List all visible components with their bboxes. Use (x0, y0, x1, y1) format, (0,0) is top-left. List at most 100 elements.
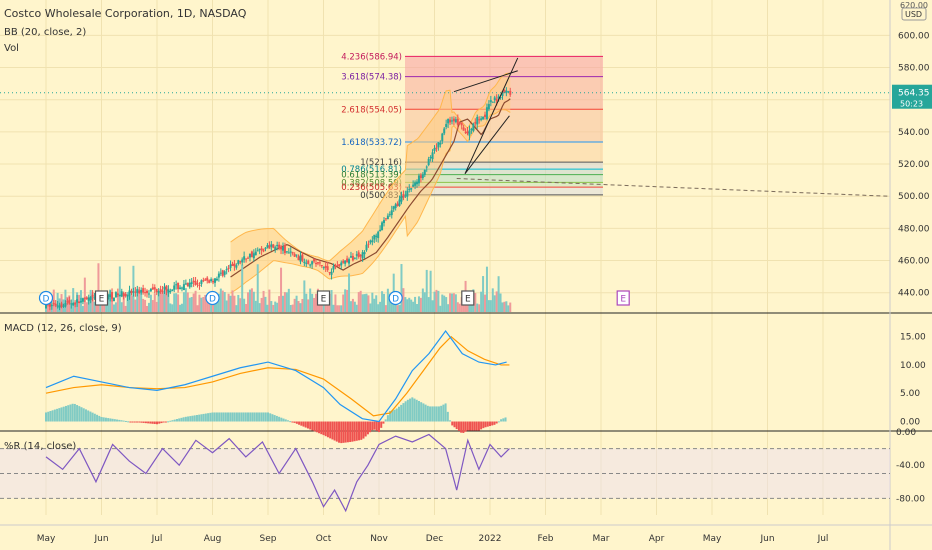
macd-histogram-bar (160, 421, 163, 424)
candle-body (342, 260, 345, 263)
candle-body (375, 235, 378, 238)
candle-body (196, 283, 199, 285)
candle-body (313, 259, 316, 262)
volume-bar (318, 299, 321, 312)
macd-histogram-bar (406, 399, 409, 422)
macd-histogram-bar (124, 420, 127, 422)
macd-histogram-bar (251, 412, 254, 422)
macd-label[interactable]: MACD (12, 26, close, 9) (4, 323, 122, 334)
candle-body (466, 131, 469, 134)
macd-histogram-bar (260, 412, 263, 422)
wr-label[interactable]: %R (14, close) (4, 441, 76, 452)
volume-bar (182, 292, 185, 312)
time-tick-label: May (37, 534, 56, 544)
macd-histogram-bar (384, 419, 387, 422)
macd-histogram-bar (200, 414, 203, 422)
macd-histogram-bar (169, 420, 172, 422)
candle-body (371, 240, 374, 242)
macd-histogram-bar (227, 412, 230, 422)
macd-histogram-bar (449, 420, 452, 422)
macd-histogram-bar (318, 421, 321, 434)
macd-histogram-bar (420, 402, 423, 422)
event-marker-letter: E (465, 295, 471, 305)
candle-body (340, 262, 343, 266)
candle-body (56, 305, 59, 307)
candle-body (392, 206, 395, 210)
candle-body (400, 195, 403, 202)
volume-bar (142, 298, 145, 312)
volume-bar (247, 292, 250, 312)
candle-body (293, 254, 296, 257)
candle-body (190, 282, 193, 285)
candle-body (202, 280, 205, 282)
time-tick-label: Sep (260, 534, 277, 544)
volume-bar (501, 302, 504, 312)
macd-histogram-bar (64, 405, 67, 422)
macd-histogram-bar (486, 421, 489, 427)
macd-histogram-bar (504, 417, 507, 422)
volume-bar (252, 291, 255, 312)
macd-histogram-bar (471, 421, 474, 431)
volume-bar (334, 294, 337, 312)
volume-bar (280, 267, 283, 312)
candle-body (231, 263, 234, 266)
candle-body (305, 262, 308, 264)
candle-body (291, 252, 294, 254)
volume-bar (509, 302, 512, 312)
earnings-marker[interactable]: E (94, 290, 109, 306)
candle-body (157, 291, 160, 294)
macd-histogram-bar (158, 421, 161, 424)
macd-histogram-bar (53, 409, 56, 422)
current-price-badge[interactable] (892, 84, 932, 109)
macd-histogram-bar (180, 417, 183, 422)
macd-histogram-bar (431, 406, 434, 422)
volume-bar (198, 294, 201, 312)
candle-body (396, 203, 399, 207)
candle-body (408, 188, 411, 190)
candle-body (435, 147, 438, 149)
macd-histogram-bar (51, 410, 54, 422)
macd-histogram-bar (400, 404, 403, 422)
bb-indicator-label[interactable]: BB (20, close, 2) (4, 27, 86, 38)
macd-histogram-bar (291, 421, 294, 423)
macd-histogram-bar (324, 421, 327, 437)
event-marker-letter: D (209, 295, 216, 305)
volume-bar (340, 305, 343, 312)
earnings-marker[interactable]: E (316, 290, 331, 306)
macd-histogram-bar (153, 421, 156, 425)
dividend-marker[interactable]: D (388, 290, 403, 306)
earnings-marker[interactable]: E (616, 290, 630, 306)
candle-body (149, 288, 152, 292)
macd-histogram-bar (122, 420, 125, 422)
trend-line-lower (464, 57, 519, 174)
earnings-marker-badge (94, 290, 109, 306)
candle-body (474, 121, 477, 124)
volume-bar (167, 288, 170, 312)
macd-histogram-bar (442, 404, 445, 422)
candle-body (482, 116, 485, 120)
macd-histogram-bar (102, 417, 105, 422)
macd-histogram-bar (366, 421, 369, 435)
volume-bar (122, 295, 125, 312)
volume-bar (365, 293, 368, 312)
macd-histogram-bar (393, 409, 396, 422)
candle-body (122, 292, 125, 297)
dividend-marker[interactable]: D (205, 290, 220, 306)
dividend-marker[interactable]: D (38, 290, 54, 306)
candle-body (223, 271, 226, 275)
macd-histogram-bar (424, 404, 427, 422)
trend-lines[interactable] (0, 57, 890, 197)
candle-body (235, 265, 238, 268)
volume-bar (285, 292, 288, 312)
earnings-marker[interactable]: E (461, 290, 475, 306)
currency-badge[interactable] (901, 7, 927, 21)
macd-histogram-bar (375, 421, 378, 431)
fib-level-label: 1(521.16) (360, 158, 402, 168)
macd-histogram-bar (189, 416, 192, 422)
volume-indicator-label[interactable]: Vol (4, 43, 19, 54)
candle-body (311, 261, 314, 265)
volume-bar (72, 288, 75, 312)
candle-body (146, 290, 149, 294)
